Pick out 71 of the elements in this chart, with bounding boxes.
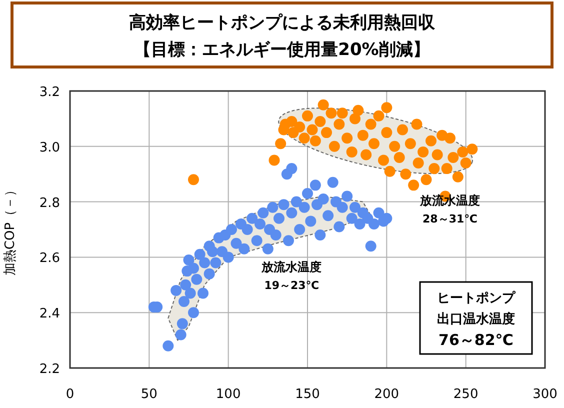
point (318, 99, 329, 110)
chart-title: 高効率ヒートポンプによる未利用熱回収 (129, 13, 436, 33)
point (298, 132, 310, 144)
point (432, 149, 443, 160)
annotation: 放流水温度 (419, 194, 480, 208)
x-tick-label: 250 (453, 387, 478, 402)
point (426, 135, 436, 146)
point (365, 118, 376, 130)
point (321, 127, 332, 138)
point (275, 138, 286, 150)
point (418, 146, 429, 158)
annotation: ヒートポンプ (437, 290, 516, 306)
point (310, 135, 321, 146)
point (368, 138, 380, 150)
point (268, 154, 280, 166)
point (397, 124, 408, 136)
point (352, 104, 364, 116)
point (420, 174, 432, 186)
y-tick-label: 2.8 (39, 196, 60, 211)
x-tick-label: 100 (216, 387, 241, 402)
point (342, 132, 353, 144)
point (408, 180, 420, 191)
y-axis-title: 加熱COP（－） (3, 183, 18, 276)
point (448, 152, 459, 163)
point (411, 118, 422, 130)
y-tick-label: 2.4 (39, 306, 60, 322)
point (346, 146, 358, 158)
annotation: 出口温水温度 (437, 311, 515, 327)
point (328, 140, 340, 152)
point (381, 127, 392, 138)
point (412, 158, 424, 169)
point (444, 132, 456, 144)
point (314, 116, 326, 127)
point (441, 163, 452, 174)
point (306, 124, 318, 136)
point (460, 158, 472, 169)
y-tick-label: 3.0 (39, 140, 60, 156)
point (334, 118, 345, 130)
point (389, 140, 400, 152)
point (457, 146, 468, 158)
point (428, 163, 440, 174)
point (404, 138, 416, 150)
point (400, 168, 412, 180)
point (286, 116, 298, 127)
x-tick-label: 50 (140, 387, 158, 402)
annotation: 28～31℃ (422, 212, 478, 226)
point (188, 174, 199, 186)
annotation: 76～82℃ (438, 331, 514, 349)
point (360, 149, 372, 160)
annotation: 放流水温度 (260, 260, 322, 274)
x-tick-label: 300 (532, 387, 558, 402)
point (326, 108, 337, 119)
y-tick-label: 2.2 (39, 362, 60, 377)
chart-subtitle: 【目標：エネルギー使用量20%削減】 (134, 40, 430, 60)
x-tick-label: 200 (374, 387, 400, 402)
point (381, 102, 392, 114)
x-tick-label: 150 (295, 387, 320, 402)
x-tick-label: 0 (66, 387, 74, 402)
y-tick-label: 2.6 (39, 251, 60, 266)
point (336, 108, 348, 119)
point (357, 130, 368, 141)
point (302, 110, 313, 122)
point (378, 154, 389, 166)
point (394, 152, 405, 163)
point (384, 166, 396, 177)
y-tick-label: 3.2 (39, 85, 60, 100)
point (294, 122, 306, 133)
annotation: 19～23℃ (264, 279, 320, 292)
point (466, 144, 478, 155)
point (452, 171, 464, 182)
point (373, 110, 384, 122)
